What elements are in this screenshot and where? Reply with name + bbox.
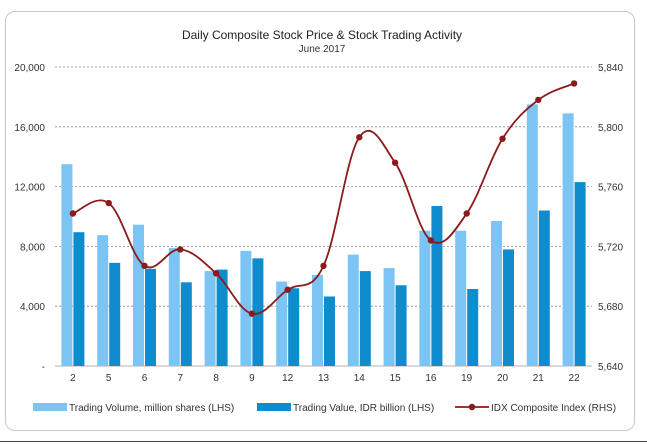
bar-trading-volume bbox=[168, 247, 180, 366]
bar-trading-volume bbox=[455, 230, 467, 366]
bar-trading-volume bbox=[383, 268, 395, 366]
legend-label-trading-value: Trading Value, IDR billion (LHS) bbox=[293, 403, 434, 414]
bar-trading-volume bbox=[491, 220, 502, 366]
bar-trading-volume bbox=[419, 230, 431, 366]
bar-trading-volume bbox=[133, 224, 144, 366]
chart-title: Daily Composite Stock Price & Stock Trad… bbox=[182, 28, 462, 42]
x-tick-label: 22 bbox=[569, 373, 581, 384]
idx-composite-point bbox=[499, 135, 506, 142]
x-tick-label: 14 bbox=[354, 373, 366, 384]
idx-composite-line bbox=[72, 82, 575, 315]
bar-trading-value bbox=[109, 262, 121, 366]
left-tick-label: 12,000 bbox=[14, 183, 45, 194]
bar-trading-value bbox=[395, 285, 407, 366]
idx-composite-point bbox=[463, 210, 470, 217]
bar-trading-value bbox=[73, 232, 85, 366]
bar-trading-value bbox=[574, 182, 586, 366]
bar-trading-value bbox=[503, 249, 514, 366]
legend-label-idx-composite: IDX Composite Index (RHS) bbox=[491, 403, 616, 414]
bar-trading-volume bbox=[61, 164, 73, 366]
idx-composite-point bbox=[535, 96, 542, 104]
bar-trading-value bbox=[538, 210, 550, 366]
x-tick-label: 15 bbox=[390, 373, 402, 384]
x-tick-label: 8 bbox=[213, 373, 219, 384]
bottom-rule bbox=[0, 441, 647, 442]
idx-composite-point bbox=[356, 134, 363, 141]
left-tick-label: 8,000 bbox=[20, 242, 45, 253]
bar-trading-volume bbox=[526, 104, 538, 366]
bar-trading-volume bbox=[312, 274, 323, 366]
right-tick-label: 5,640 bbox=[598, 362, 623, 373]
bar-trading-value bbox=[216, 269, 228, 366]
right-tick-label: 5,800 bbox=[598, 123, 623, 134]
left-tick-label: 16,000 bbox=[14, 123, 45, 134]
chart-subtitle: June 2017 bbox=[299, 44, 346, 55]
idx-composite-point bbox=[212, 270, 220, 277]
bar-trading-value bbox=[359, 271, 371, 366]
bar-trading-volume bbox=[97, 235, 109, 366]
bar-trading-volume bbox=[276, 281, 288, 366]
right-tick-label: 5,760 bbox=[598, 183, 623, 194]
idx-composite-point bbox=[284, 286, 291, 293]
x-tick-label: 9 bbox=[249, 373, 255, 384]
x-tick-label: 6 bbox=[142, 373, 148, 384]
bar-trading-value bbox=[431, 206, 443, 366]
left-tick-label: - bbox=[42, 362, 45, 373]
x-tick-label: 19 bbox=[461, 373, 473, 384]
bar-trading-volume bbox=[240, 250, 252, 366]
bar-trading-value bbox=[288, 288, 300, 366]
x-tick-label: 13 bbox=[318, 373, 330, 384]
bar-trading-value bbox=[145, 268, 156, 366]
idx-composite-point bbox=[177, 246, 184, 253]
bar-trading-value bbox=[252, 258, 264, 366]
legend-swatch-trading-value bbox=[257, 403, 291, 411]
idx-composite-point bbox=[69, 210, 77, 217]
x-tick-label: 2 bbox=[70, 373, 76, 384]
legend-label-trading-volume: Trading Volume, million shares (LHS) bbox=[69, 403, 234, 414]
idx-composite-point bbox=[427, 237, 435, 244]
x-tick-label: 16 bbox=[425, 373, 437, 384]
right-tick-label: 5,840 bbox=[598, 63, 623, 74]
x-tick-label: 7 bbox=[178, 373, 184, 384]
left-tick-label: 20,000 bbox=[14, 63, 45, 74]
bar-trading-volume bbox=[347, 254, 359, 366]
idx-composite-point bbox=[391, 159, 399, 166]
bar-trading-value bbox=[467, 289, 479, 366]
x-tick-label: 21 bbox=[533, 373, 545, 384]
legend-swatch-idx-point bbox=[468, 403, 476, 411]
bar-trading-volume bbox=[204, 271, 216, 366]
bar-trading-value bbox=[324, 296, 335, 366]
bar-trading-value bbox=[180, 282, 192, 366]
legend-swatch-trading-volume bbox=[33, 403, 67, 411]
idx-composite-point bbox=[248, 310, 256, 317]
idx-composite-point bbox=[570, 80, 578, 87]
idx-composite-point bbox=[320, 262, 327, 270]
idx-composite-point bbox=[141, 262, 148, 270]
left-tick-label: 4,000 bbox=[20, 302, 45, 313]
x-tick-label: 12 bbox=[282, 373, 294, 384]
x-tick-label: 20 bbox=[497, 373, 509, 384]
idx-composite-point bbox=[105, 199, 112, 207]
right-tick-label: 5,680 bbox=[598, 302, 623, 313]
x-tick-label: 5 bbox=[106, 373, 112, 384]
right-tick-label: 5,720 bbox=[598, 242, 623, 253]
bar-trading-volume bbox=[562, 113, 574, 366]
